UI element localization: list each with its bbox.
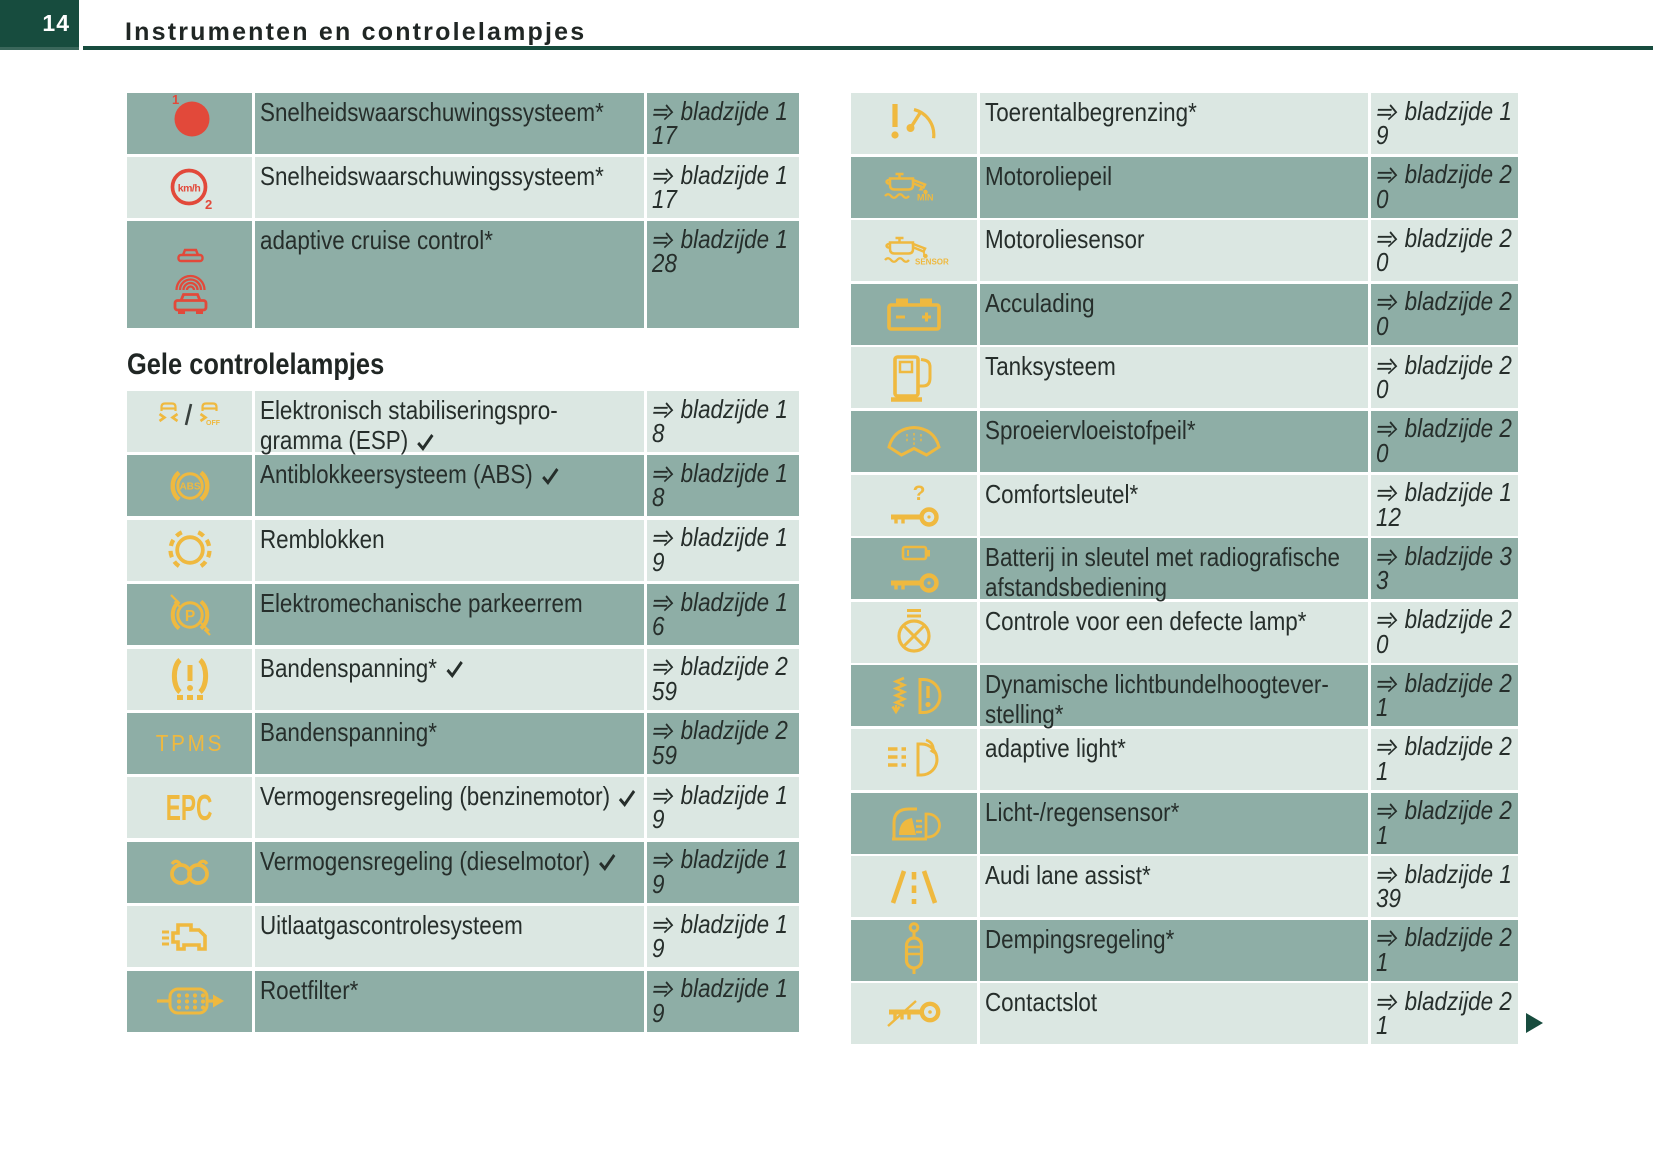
- svg-text:ABS: ABS: [179, 481, 200, 492]
- svg-text:P: P: [184, 608, 194, 625]
- svg-text:2: 2: [205, 197, 212, 212]
- svg-text:1: 1: [172, 92, 179, 107]
- svg-text:?: ?: [913, 482, 926, 505]
- svg-text:MIN: MIN: [917, 193, 934, 203]
- svg-text:SENSOR: SENSOR: [915, 257, 949, 266]
- svg-text:OFF: OFF: [206, 420, 221, 427]
- svg-text:km/h: km/h: [177, 182, 200, 194]
